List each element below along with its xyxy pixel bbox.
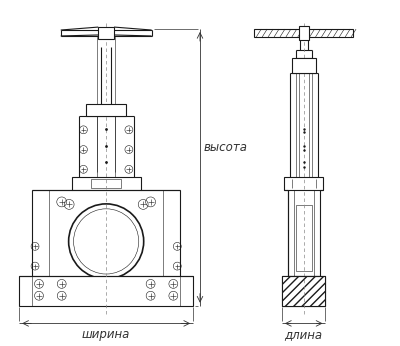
Bar [91, 179, 121, 188]
Bar [32, 276, 180, 306]
Text: ширина: ширина [82, 328, 130, 342]
Bar [19, 276, 193, 306]
Bar [299, 26, 309, 40]
Bar [282, 276, 326, 306]
Bar [284, 177, 324, 190]
Bar [98, 27, 114, 39]
Text: длина: длина [285, 328, 323, 342]
Bar [254, 29, 353, 37]
Bar [97, 37, 115, 177]
Bar [292, 58, 316, 73]
Text: высота: высота [204, 141, 248, 154]
Bar [282, 276, 326, 306]
Bar [86, 104, 126, 116]
Bar [72, 177, 141, 190]
Bar [296, 205, 312, 271]
